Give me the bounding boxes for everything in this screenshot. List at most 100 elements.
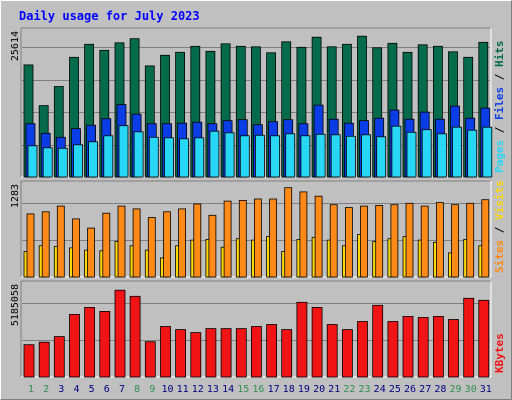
bar-pages-day-15: [239, 135, 250, 178]
bar-pages-day-1: [27, 145, 38, 178]
bar-pages-day-4: [73, 144, 83, 178]
bar-kbytes-day-29: [448, 319, 459, 378]
bar-pages-day-12: [194, 137, 205, 178]
x-label-day-23: 23: [358, 384, 370, 395]
bar-kbytes-day-3: [53, 336, 65, 378]
y-max-label-bottom: 5185058: [10, 284, 21, 326]
legend-kbytes: KBytes: [493, 333, 506, 373]
panel-visits-sites: [20, 180, 492, 278]
bar-sites-day-18: [284, 187, 293, 278]
bar-sites-day-8: [132, 208, 141, 278]
x-label-day-20: 20: [313, 384, 325, 395]
bar-kbytes-day-17: [266, 324, 278, 378]
x-label-day-15: 15: [237, 384, 249, 395]
bar-pages-day-9: [148, 136, 159, 178]
legend-label-middle: Sites / Visits: [493, 180, 506, 273]
bar-kbytes-day-16: [250, 326, 262, 378]
x-label-day-9: 9: [149, 384, 155, 395]
bar-pages-day-14: [224, 132, 235, 178]
x-axis-day-labels: 1 2 3 4 5 6 7 8 9 10 11 12 13 14 15 16 17 18 19 20 21 22 23 24 2…: [28, 384, 492, 395]
bar-sites-day-26: [405, 202, 414, 278]
x-label-day-25: 25: [389, 384, 401, 395]
bar-sites-day-31: [481, 199, 490, 278]
x-label-day-24: 24: [374, 384, 386, 395]
x-label-day-28: 28: [434, 384, 446, 395]
x-label-day-16: 16: [252, 384, 264, 395]
bar-pages-day-21: [330, 134, 341, 178]
x-label-day-27: 27: [419, 384, 431, 395]
bar-pages-day-26: [406, 131, 417, 178]
bar-pages-day-24: [376, 136, 387, 178]
bar-pages-day-10: [164, 137, 174, 178]
bar-kbytes-day-19: [296, 301, 308, 378]
bar-sites-day-7: [117, 205, 126, 278]
bar-kbytes-day-18: [281, 329, 293, 378]
x-label-day-1: 1: [28, 384, 34, 395]
x-label-day-14: 14: [222, 384, 234, 395]
x-label-day-18: 18: [283, 384, 295, 395]
bar-kbytes-day-14: [220, 328, 232, 378]
bar-sites-day-24: [375, 204, 384, 278]
x-label-day-29: 29: [449, 384, 461, 395]
bar-kbytes-day-30: [463, 297, 475, 378]
bar-kbytes-day-24: [372, 304, 384, 378]
bar-pages-day-13: [209, 130, 220, 178]
bar-kbytes-day-22: [341, 329, 353, 378]
y-axis-max-labels: 25614 1283 5185058: [10, 31, 21, 326]
bar-kbytes-day-5: [84, 306, 95, 378]
bar-kbytes-day-25: [387, 321, 399, 378]
legend-hits: Hits: [493, 41, 506, 68]
bar-kbytes-day-26: [402, 315, 414, 378]
x-label-day-22: 22: [343, 384, 355, 395]
bar-sites-day-6: [102, 212, 111, 278]
legend-files: Files: [493, 87, 506, 120]
bar-pages-day-11: [179, 138, 190, 178]
bar-kbytes-day-27: [417, 317, 429, 378]
x-label-day-30: 30: [465, 384, 477, 395]
bar-pages-day-16: [254, 134, 265, 178]
bar-pages-day-19: [300, 135, 311, 178]
bar-sites-day-20: [314, 195, 323, 278]
bar-kbytes-day-4: [69, 313, 80, 378]
bar-kbytes-day-11: [175, 329, 187, 378]
legend-sites: Sites: [493, 240, 506, 273]
bar-kbytes-day-7: [114, 289, 126, 378]
bar-sites-day-27: [420, 205, 429, 278]
bar-sites-day-28: [435, 202, 444, 278]
bar-kbytes-day-21: [326, 324, 338, 378]
x-label-day-11: 11: [177, 384, 189, 395]
bar-pages-day-28: [436, 133, 447, 178]
x-label-day-17: 17: [268, 384, 280, 395]
bar-sites-day-16: [253, 198, 262, 278]
bar-pages-day-30: [467, 129, 478, 178]
chart-title: Daily usage for July 2023: [19, 9, 200, 23]
bar-pages-day-5: [88, 141, 98, 178]
bar-pages-day-2: [42, 147, 53, 178]
bar-kbytes-day-8: [129, 295, 141, 378]
bar-pages-day-27: [421, 129, 432, 178]
x-label-day-5: 5: [89, 384, 95, 395]
legend-visits: Visits: [493, 180, 506, 220]
x-label-day-3: 3: [58, 384, 64, 395]
bar-sites-day-3: [56, 205, 65, 278]
bar-sites-day-30: [466, 202, 475, 278]
bar-pages-day-3: [57, 147, 68, 178]
bar-pages-day-17: [270, 135, 281, 178]
bar-sites-day-11: [178, 208, 187, 278]
x-label-day-19: 19: [298, 384, 310, 395]
bar-sites-day-4: [72, 218, 80, 278]
bar-pages-day-6: [103, 135, 114, 178]
bar-sites-day-10: [163, 211, 171, 278]
bar-sites-day-21: [329, 204, 338, 278]
x-label-day-13: 13: [207, 384, 219, 395]
bar-pages-day-31: [482, 126, 493, 178]
panel-kbytes: [20, 280, 492, 378]
bar-sites-day-9: [147, 217, 156, 278]
x-label-day-2: 2: [43, 384, 49, 395]
bar-kbytes-day-12: [190, 332, 202, 378]
bar-kbytes-day-20: [311, 306, 323, 378]
y-max-label-middle: 1283: [10, 184, 21, 208]
x-label-day-6: 6: [104, 384, 110, 395]
legend-label-bottom: KBytes: [493, 333, 506, 373]
